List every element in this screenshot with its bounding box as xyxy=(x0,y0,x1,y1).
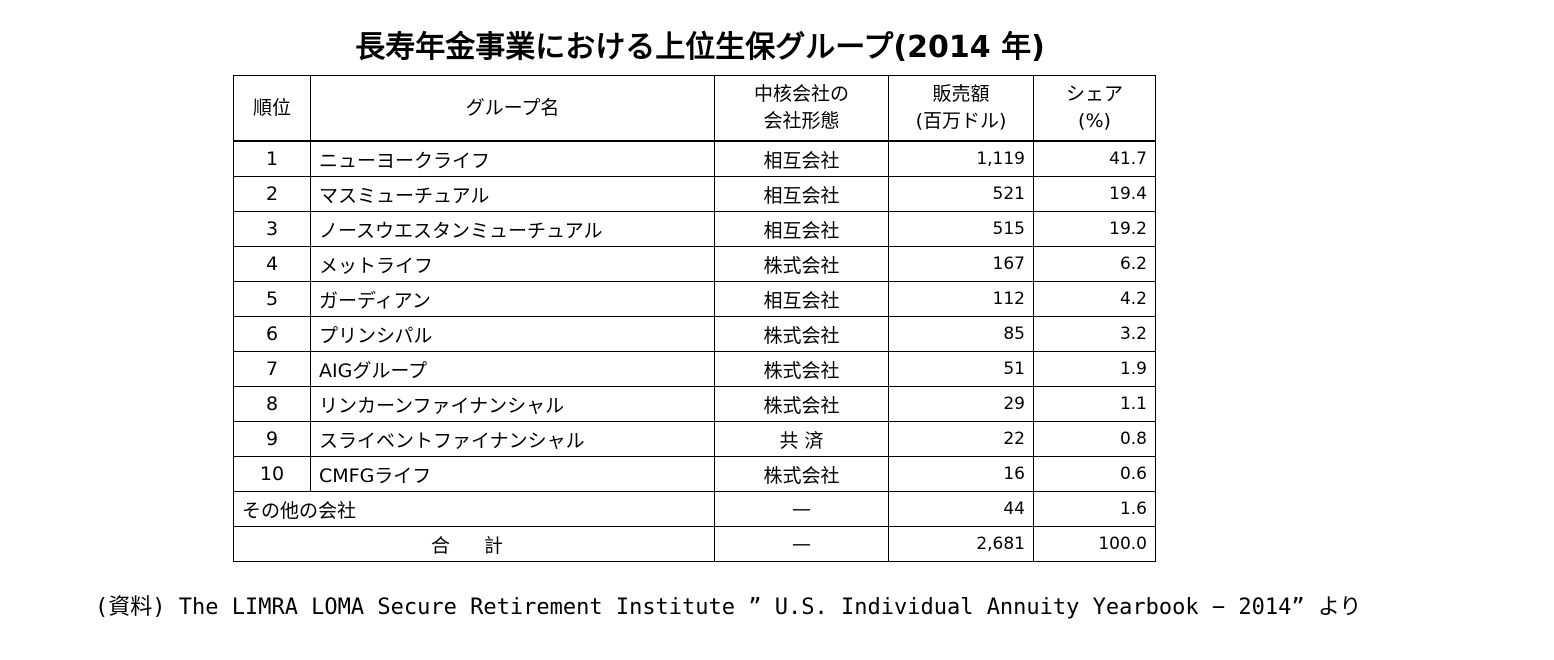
share-cell: 1.9 xyxy=(1033,351,1156,387)
header-sales-line2: (百万ドル) xyxy=(915,110,1007,132)
rank-cell: 8 xyxy=(233,386,311,422)
sales-cell: 51 xyxy=(888,351,1034,387)
header-rank-label: 順位 xyxy=(252,96,291,119)
sales-cell: 521 xyxy=(888,176,1034,212)
sales-cell: 16 xyxy=(888,456,1034,492)
other-companies-share: 1.6 xyxy=(1033,491,1156,527)
company-form-cell: 株式会社 xyxy=(714,386,889,422)
group-name-cell: リンカーンファイナンシャル xyxy=(310,386,715,422)
table-header-row: 順位 グループ名 中核会社の 会社形態 販売額 (百万ドル) シェア (%) xyxy=(233,75,1156,142)
other-companies-row: その他の会社 — 44 1.6 xyxy=(233,491,1156,527)
rank-cell: 9 xyxy=(233,421,311,457)
total-label: 合 計 xyxy=(233,526,715,562)
header-group-name: グループ名 xyxy=(310,75,715,142)
company-form-cell: 相互会社 xyxy=(714,281,889,317)
ranking-table: 順位 グループ名 中核会社の 会社形態 販売額 (百万ドル) シェア (%) 1… xyxy=(233,75,1156,562)
share-cell: 3.2 xyxy=(1033,316,1156,352)
rank-cell: 4 xyxy=(233,246,311,282)
header-share: シェア (%) xyxy=(1033,75,1156,142)
other-companies-label: その他の会社 xyxy=(233,491,715,527)
group-name-cell: スライベントファイナンシャル xyxy=(310,421,715,457)
company-form-cell: 相互会社 xyxy=(714,140,889,177)
share-cell: 6.2 xyxy=(1033,246,1156,282)
rank-cell: 2 xyxy=(233,176,311,212)
group-name-cell: プリンシパル xyxy=(310,316,715,352)
sales-cell: 515 xyxy=(888,211,1034,247)
share-cell: 0.6 xyxy=(1033,456,1156,492)
company-form-cell: 株式会社 xyxy=(714,316,889,352)
total-form: — xyxy=(714,526,889,562)
company-form-cell: 株式会社 xyxy=(714,456,889,492)
header-share-line1: シェア xyxy=(1065,83,1123,105)
share-cell: 4.2 xyxy=(1033,281,1156,317)
table-row: 6 プリンシパル 株式会社 85 3.2 xyxy=(233,316,1156,352)
share-cell: 1.1 xyxy=(1033,386,1156,422)
company-form-cell: 共 済 xyxy=(714,421,889,457)
sales-cell: 22 xyxy=(888,421,1034,457)
company-form-cell: 株式会社 xyxy=(714,246,889,282)
table-row: 8 リンカーンファイナンシャル 株式会社 29 1.1 xyxy=(233,386,1156,422)
share-cell: 41.7 xyxy=(1033,140,1156,177)
table-row: 5 ガーディアン 相互会社 112 4.2 xyxy=(233,281,1156,317)
rank-cell: 6 xyxy=(233,316,311,352)
group-name-cell: ノースウエスタンミューチュアル xyxy=(310,211,715,247)
page-title: 長寿年金事業における上位生保グループ(2014 年) xyxy=(355,30,1045,65)
other-companies-sales: 44 xyxy=(888,491,1034,527)
header-company-form-line2: 会社形態 xyxy=(763,110,840,132)
table-row: 7 AIGグループ 株式会社 51 1.9 xyxy=(233,351,1156,387)
header-company-form: 中核会社の 会社形態 xyxy=(714,75,889,142)
share-cell: 0.8 xyxy=(1033,421,1156,457)
share-cell: 19.2 xyxy=(1033,211,1156,247)
source-note: (資料) The LIMRA LOMA Secure Retirement In… xyxy=(95,595,1362,620)
company-form-cell: 相互会社 xyxy=(714,211,889,247)
rank-cell: 5 xyxy=(233,281,311,317)
table-row: 9 スライベントファイナンシャル 共 済 22 0.8 xyxy=(233,421,1156,457)
table-row: 1 ニューヨークライフ 相互会社 1,119 41.7 xyxy=(233,140,1156,177)
other-companies-form: — xyxy=(714,491,889,527)
header-sales-line1: 販売額 xyxy=(932,83,990,105)
company-form-cell: 相互会社 xyxy=(714,176,889,212)
share-cell: 19.4 xyxy=(1033,176,1156,212)
group-name-cell: CMFGライフ xyxy=(310,456,715,492)
rank-cell: 10 xyxy=(233,456,311,492)
rank-cell: 1 xyxy=(233,140,311,177)
table-row: 2 マスミューチュアル 相互会社 521 19.4 xyxy=(233,176,1156,212)
group-name-cell: メットライフ xyxy=(310,246,715,282)
total-row: 合 計 — 2,681 100.0 xyxy=(233,526,1156,562)
sales-cell: 1,119 xyxy=(888,140,1034,177)
header-company-form-line1: 中核会社の xyxy=(753,83,849,105)
header-sales: 販売額 (百万ドル) xyxy=(888,75,1034,142)
rank-cell: 3 xyxy=(233,211,311,247)
sales-cell: 167 xyxy=(888,246,1034,282)
sales-cell: 112 xyxy=(888,281,1034,317)
table-row: 10 CMFGライフ 株式会社 16 0.6 xyxy=(233,456,1156,492)
company-form-cell: 株式会社 xyxy=(714,351,889,387)
total-sales: 2,681 xyxy=(888,526,1034,562)
table-row: 3 ノースウエスタンミューチュアル 相互会社 515 19.2 xyxy=(233,211,1156,247)
total-share: 100.0 xyxy=(1033,526,1156,562)
group-name-cell: AIGグループ xyxy=(310,351,715,387)
group-name-cell: マスミューチュアル xyxy=(310,176,715,212)
rank-cell: 7 xyxy=(233,351,311,387)
sales-cell: 29 xyxy=(888,386,1034,422)
table-row: 4 メットライフ 株式会社 167 6.2 xyxy=(233,246,1156,282)
group-name-cell: ニューヨークライフ xyxy=(310,140,715,177)
header-share-line2: (%) xyxy=(1078,110,1111,132)
header-group-name-label: グループ名 xyxy=(465,96,560,119)
sales-cell: 85 xyxy=(888,316,1034,352)
header-rank: 順位 xyxy=(233,75,311,142)
group-name-cell: ガーディアン xyxy=(310,281,715,317)
